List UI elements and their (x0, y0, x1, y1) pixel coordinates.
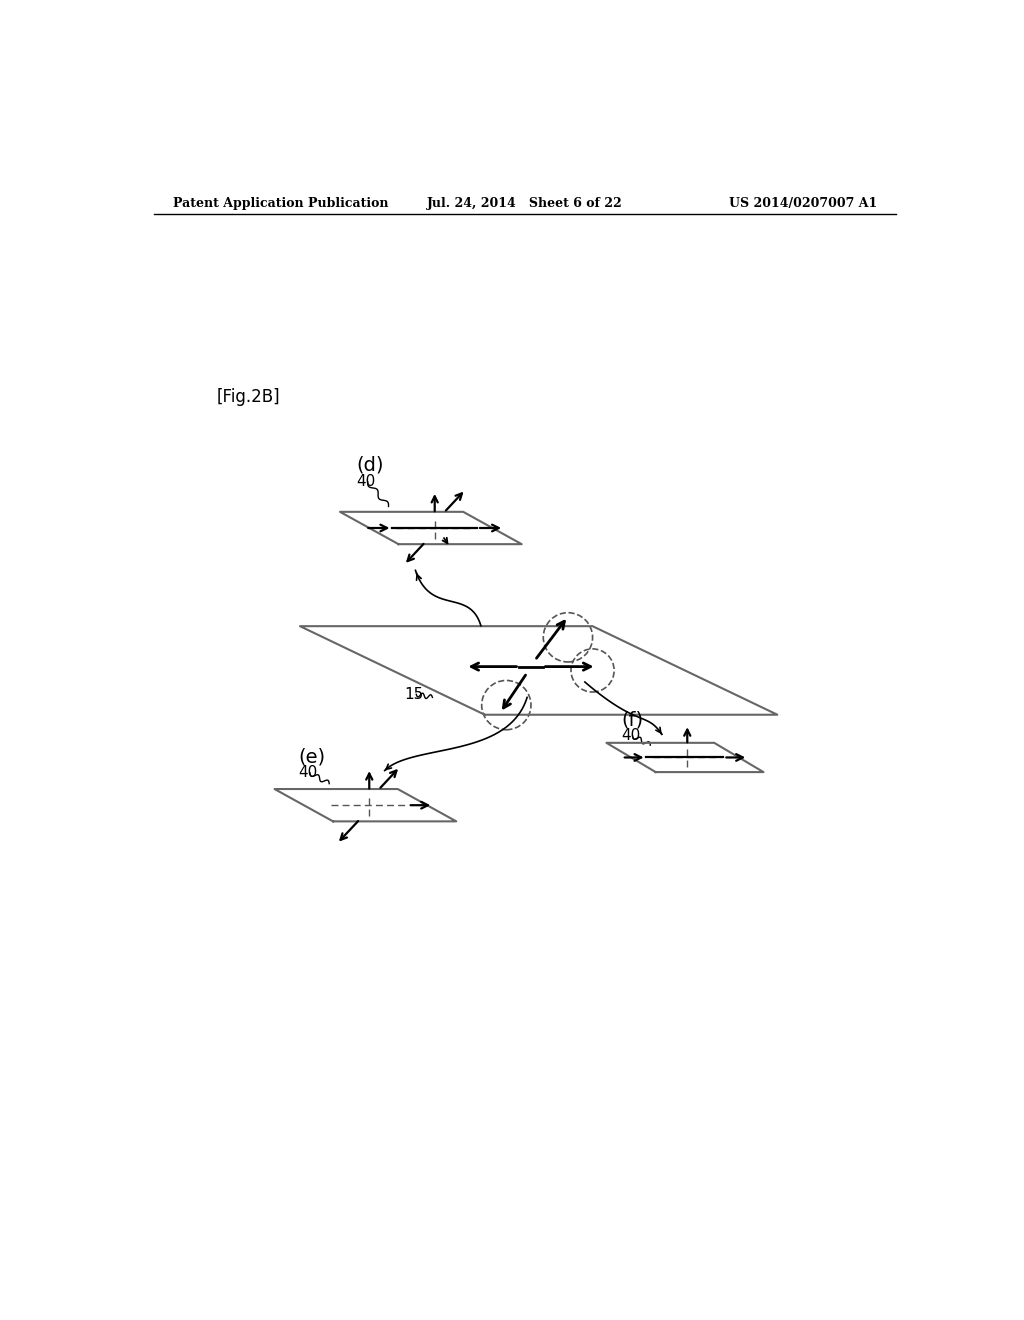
Text: 40: 40 (298, 766, 317, 780)
Text: (f): (f) (621, 711, 643, 730)
Text: (e): (e) (298, 748, 326, 767)
Text: Jul. 24, 2014   Sheet 6 of 22: Jul. 24, 2014 Sheet 6 of 22 (427, 197, 623, 210)
Text: 40: 40 (621, 729, 640, 743)
Text: [Fig.2B]: [Fig.2B] (217, 388, 281, 407)
Text: US 2014/0207007 A1: US 2014/0207007 A1 (729, 197, 878, 210)
Text: 40: 40 (356, 474, 376, 490)
Text: (d): (d) (356, 455, 384, 474)
Text: Patent Application Publication: Patent Application Publication (173, 197, 388, 210)
Text: 15: 15 (404, 686, 424, 702)
